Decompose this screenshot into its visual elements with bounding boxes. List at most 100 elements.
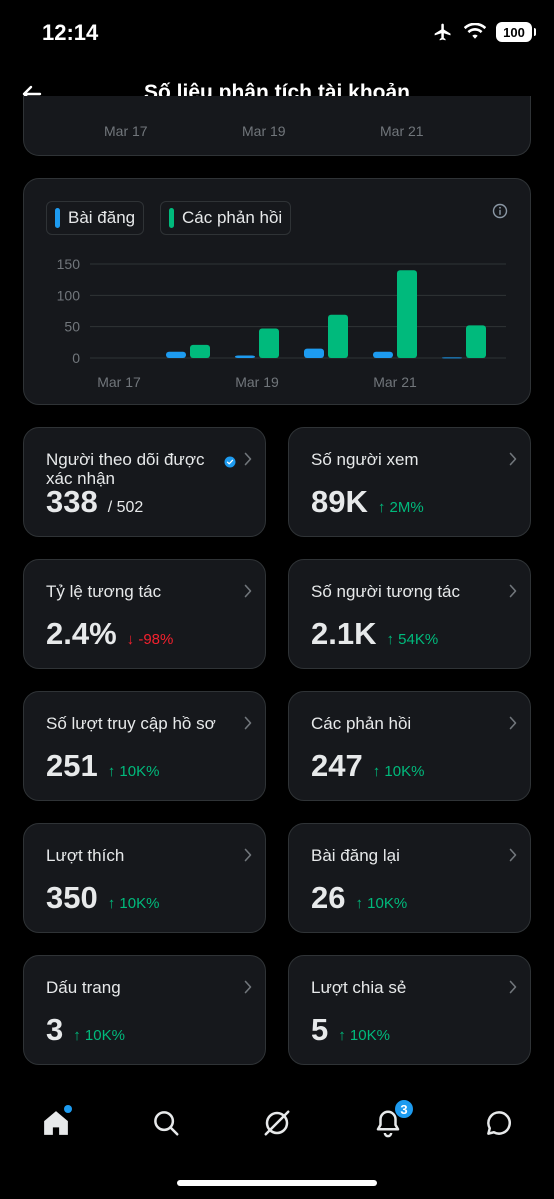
metric-value: 5 (311, 1012, 329, 1047)
metric-label: Dấu trang (46, 978, 121, 997)
search-icon (154, 1111, 179, 1136)
metric-label: Số lượt truy cập hồ sơ (46, 714, 216, 733)
x-tick-label: Mar 19 (242, 123, 286, 139)
x-tick-label: Mar 21 (380, 123, 424, 139)
grok-icon (264, 1110, 290, 1136)
metric-value-row: 2.4% ↓ -98% (46, 616, 173, 652)
chevron-right-icon (509, 584, 517, 598)
metric-value-row: 350 ↑ 10K% (46, 880, 159, 916)
metric-value: 3 (46, 1012, 64, 1047)
legend-label: Bài đăng (68, 208, 136, 227)
bar-replies[interactable] (328, 314, 348, 358)
metric-label: Lượt thích (46, 846, 125, 865)
metric-delta: ↑ 10K% (338, 1027, 390, 1044)
legend-swatch (169, 208, 174, 228)
status-time: 12:14 (42, 20, 99, 45)
metric-card[interactable]: Số người tương tác 2.1K ↑ 54K% (288, 559, 531, 669)
bar-posts[interactable] (442, 357, 462, 359)
previous-chart-card: Mar 17 Mar 19 Mar 21 (23, 96, 531, 156)
chevron-right-icon (244, 848, 252, 862)
metric-value-row: 26 ↑ 10K% (311, 880, 407, 916)
chevron-right-icon (244, 452, 252, 466)
metric-card[interactable]: Lượt thích 350 ↑ 10K% (23, 823, 266, 933)
bottom-nav: 3 (0, 1085, 554, 1199)
y-tick-label: 150 (57, 256, 81, 272)
airplane-icon (434, 23, 451, 41)
bar-replies[interactable] (397, 270, 417, 358)
metric-card[interactable]: Số người xem 89K ↑ 2M% (288, 427, 531, 537)
bar-replies[interactable] (259, 328, 279, 358)
activity-chart-card: Bài đăng Các phản hồi 150 100 50 0 Mar 17 Mar… (23, 178, 531, 405)
metric-value: 251 (46, 748, 98, 783)
metric-label: Người theo dõi được xác nhận (46, 450, 205, 488)
info-icon[interactable] (492, 203, 508, 219)
metric-delta: ↑ 2M% (377, 499, 424, 516)
metric-delta: ↑ 10K% (73, 1027, 125, 1044)
legend-swatch (55, 208, 60, 228)
x-tick-label: Mar 19 (235, 374, 279, 390)
metric-card[interactable]: Bài đăng lại 26 ↑ 10K% (288, 823, 531, 933)
metric-label: Số người xem (311, 450, 419, 469)
nav-notifications[interactable]: 3 (368, 1099, 414, 1143)
x-tick-label: Mar 21 (373, 374, 417, 390)
bar-posts[interactable] (304, 348, 324, 358)
metric-value-row: 5 ↑ 10K% (311, 1012, 390, 1048)
metric-label: Các phản hồi (311, 714, 412, 733)
metric-card[interactable]: Dấu trang 3 ↑ 10K% (23, 955, 266, 1065)
metric-delta: ↓ -98% (126, 631, 174, 648)
x-tick-label: Mar 17 (104, 123, 148, 139)
metric-card[interactable]: Tỷ lệ tương tác 2.4% ↓ -98% (23, 559, 266, 669)
home-icon (44, 1111, 68, 1135)
y-tick-label: 50 (64, 319, 80, 335)
metric-card[interactable]: Lượt chia sẻ 5 ↑ 10K% (288, 955, 531, 1065)
legend-replies[interactable]: Các phản hồi (160, 201, 292, 235)
metric-value-row: 2.1K ↑ 54K% (311, 616, 438, 652)
y-tick-label: 100 (57, 287, 81, 303)
metric-label: Bài đăng lại (311, 846, 400, 865)
metric-value: 89K (311, 484, 368, 519)
chevron-right-icon (244, 584, 252, 598)
nav-grok[interactable] (257, 1103, 297, 1143)
metric-value: 350 (46, 880, 98, 915)
metric-delta: ↑ 10K% (107, 763, 160, 780)
home-indicator (177, 1180, 377, 1186)
metric-delta: ↑ 54K% (386, 631, 439, 648)
wifi-icon (464, 23, 486, 39)
verified-badge-icon (224, 456, 236, 468)
metric-value: 2.1K (311, 616, 377, 651)
legend-posts[interactable]: Bài đăng (46, 201, 145, 235)
chevron-right-icon (244, 980, 252, 994)
status-icons: 100 (432, 22, 536, 42)
status-bar: 12:14 100 (0, 0, 554, 66)
metric-value-row: 3 ↑ 10K% (46, 1012, 125, 1048)
bar-posts[interactable] (373, 351, 393, 358)
chevron-right-icon (244, 716, 252, 730)
metric-card[interactable]: Người theo dõi được xác nhận 338 / 502 (23, 427, 266, 537)
bar-replies[interactable] (190, 344, 210, 358)
bell-icon (376, 1110, 400, 1138)
bar-posts[interactable] (235, 355, 255, 358)
metric-label: Lượt chia sẻ (311, 978, 407, 997)
x-tick-label: Mar 17 (97, 374, 141, 390)
metric-value-row: 251 ↑ 10K% (46, 748, 159, 784)
metric-card[interactable]: Các phản hồi 247 ↑ 10K% (288, 691, 531, 801)
nav-messages[interactable] (479, 1103, 519, 1143)
bar-chart: 150 100 50 0 Mar 17 Mar 19 Mar 21 (57, 256, 506, 390)
bar-posts[interactable] (166, 351, 186, 358)
unread-dot (64, 1105, 72, 1113)
y-tick-label: 0 (72, 350, 80, 366)
legend-label: Các phản hồi (182, 208, 283, 227)
chevron-right-icon (509, 716, 517, 730)
message-icon (487, 1111, 511, 1135)
metric-delta: ↑ 10K% (372, 763, 425, 780)
metric-card[interactable]: Số lượt truy cập hồ sơ 251 ↑ 10K% (23, 691, 266, 801)
metric-value: 26 (311, 880, 346, 915)
bar-replies[interactable] (466, 325, 486, 358)
nav-home[interactable] (36, 1103, 76, 1143)
metric-value-row: 247 ↑ 10K% (311, 748, 424, 784)
chevron-right-icon (509, 980, 517, 994)
battery-icon: 100 (496, 22, 536, 42)
chevron-right-icon (509, 848, 517, 862)
metric-value: 338 (46, 484, 98, 519)
nav-search[interactable] (146, 1103, 186, 1143)
